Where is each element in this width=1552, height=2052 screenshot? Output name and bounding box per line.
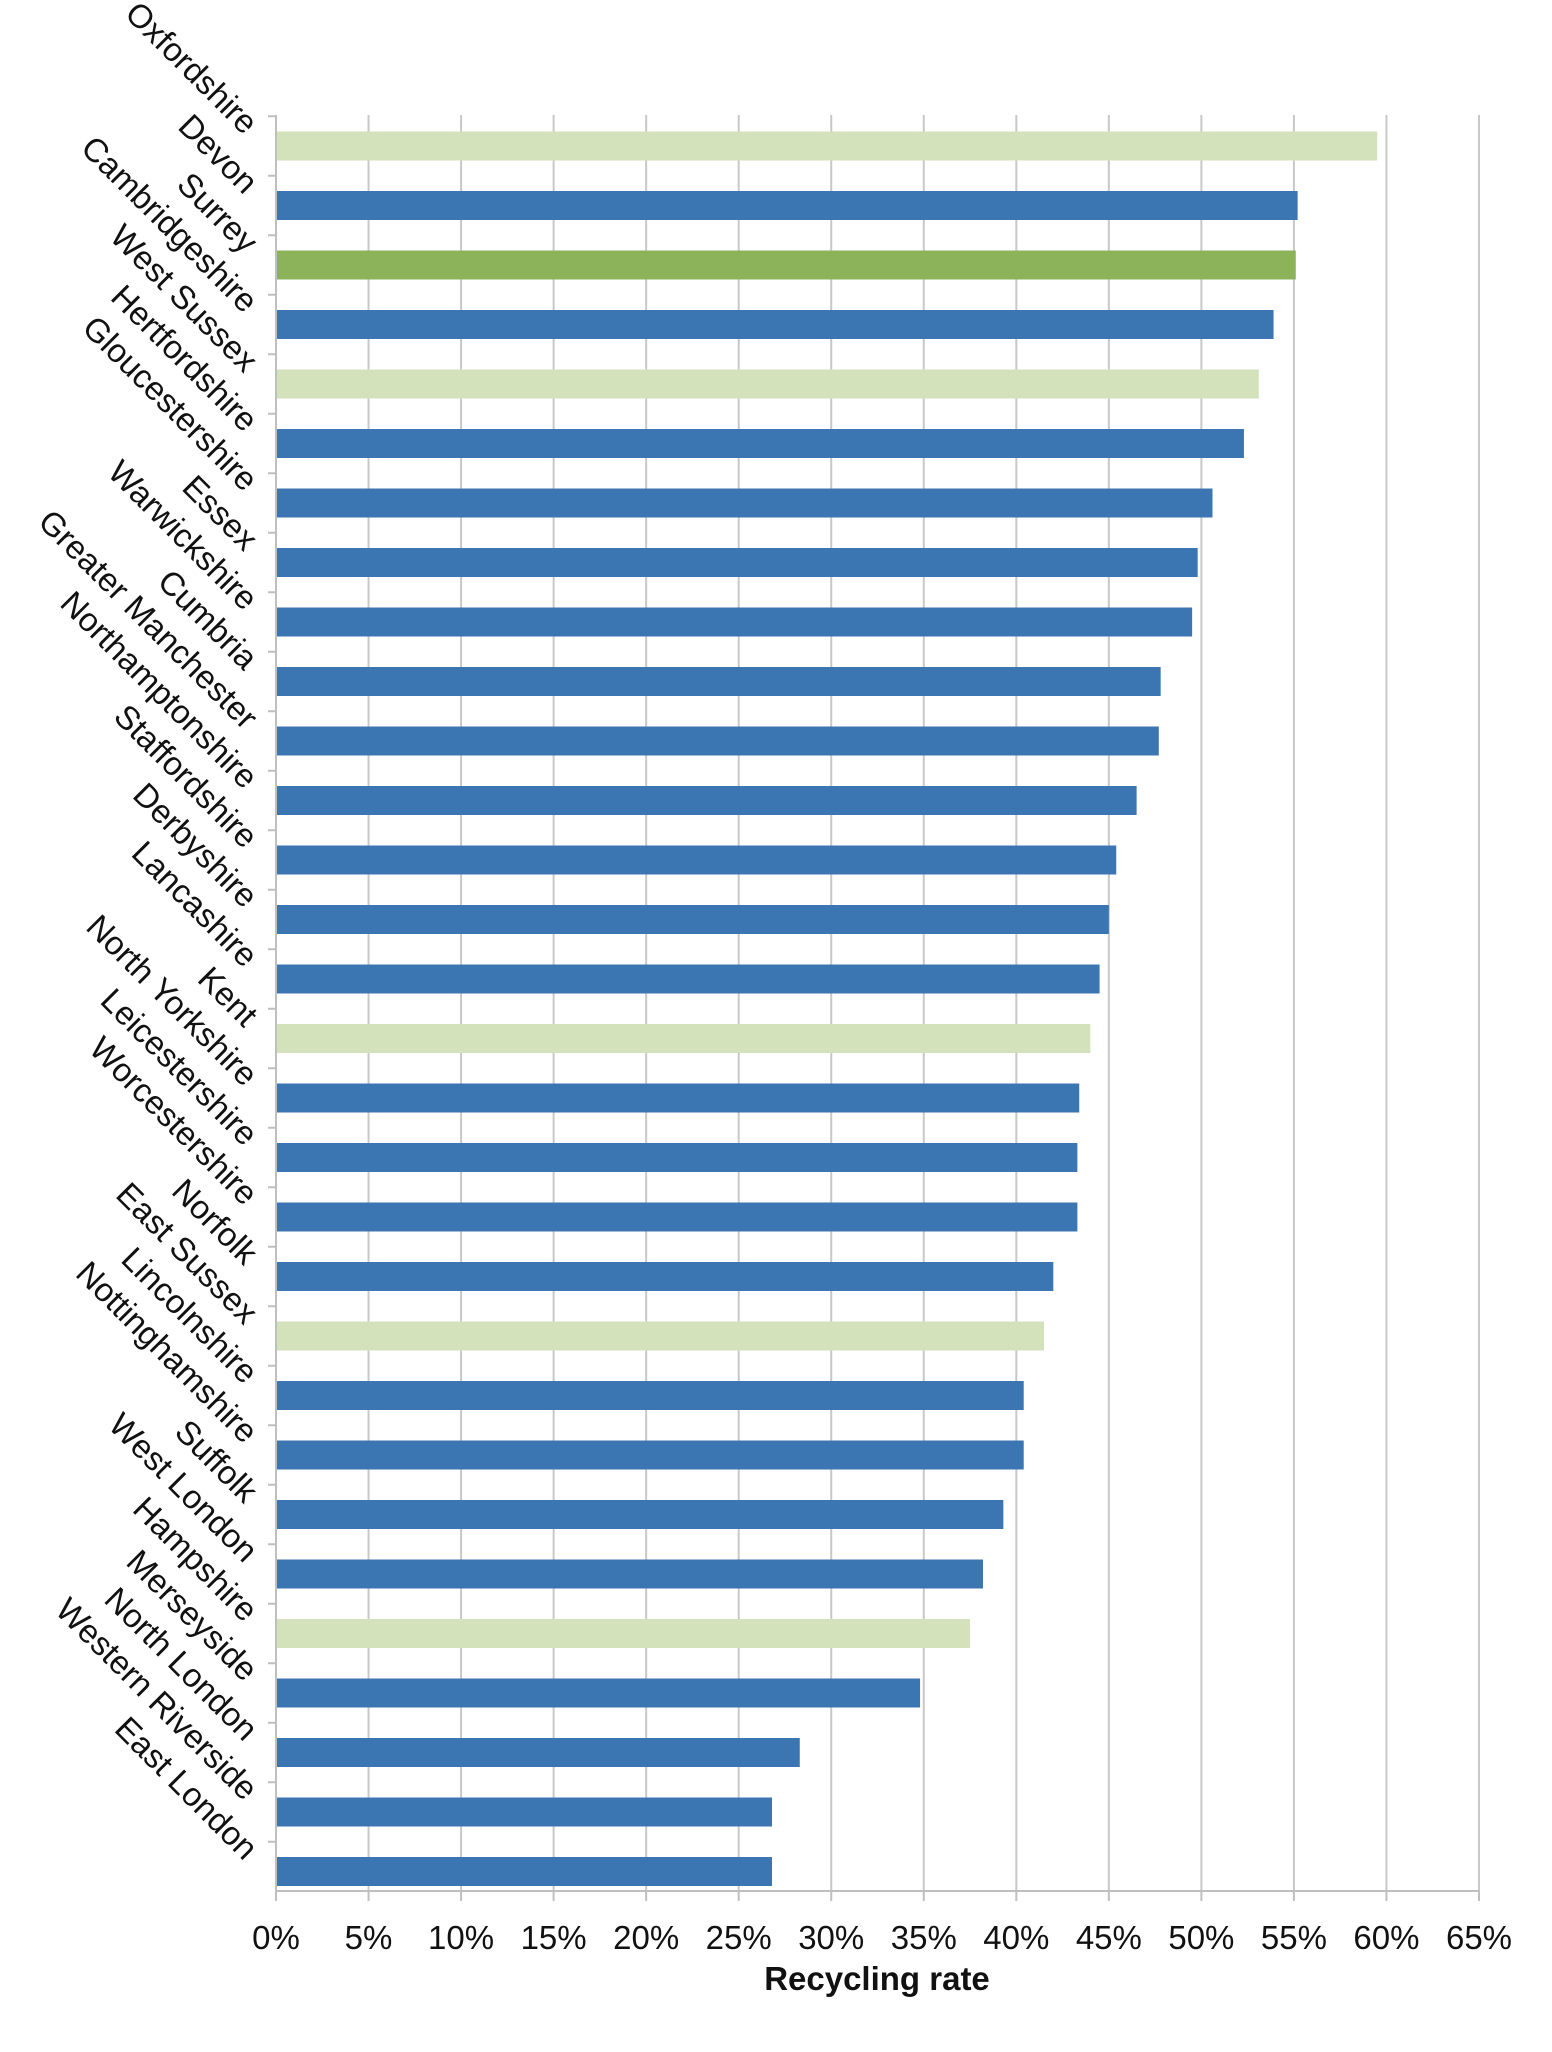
x-tick-label: 5% [345,1919,393,1956]
bar [276,1738,800,1767]
x-axis-title: Recycling rate [764,1960,990,1997]
x-tick-label: 55% [1261,1919,1327,1956]
bars [276,131,1378,1886]
bar [276,1143,1078,1172]
bar [276,1797,773,1827]
bar [276,191,1298,220]
bar [276,607,1193,637]
bar [276,1857,773,1886]
x-tick-label: 35% [891,1919,957,1956]
bar [276,310,1274,339]
x-tick-label: 0% [252,1919,300,1956]
bar [276,786,1137,815]
bar [276,369,1259,399]
x-tick-label: 60% [1353,1919,1419,1956]
gridlines [367,115,1480,1891]
x-tick-label: 45% [1076,1919,1142,1956]
bar [276,1440,1024,1470]
x-tick-label: 15% [521,1919,587,1956]
bar [276,429,1244,458]
bar [276,1619,971,1648]
bar [276,1381,1024,1410]
bar [276,964,1100,994]
bar [276,726,1159,756]
bar [276,488,1213,518]
x-tick-labels: 0% 5% 10% 15% 20% 25% 30% 35% 40% 45% 50% 55% 60% 65% [252,1919,1512,1956]
bar [276,1262,1054,1291]
bar [276,1500,1004,1529]
bar [276,548,1198,577]
bar [276,1202,1078,1232]
bar [276,905,1109,934]
x-tick-label: 30% [798,1919,864,1956]
x-tick-label: 50% [1168,1919,1234,1956]
x-tick-label: 40% [983,1919,1049,1956]
category-labels: OxfordshireDevonSurreyCambridgeshireWest… [32,0,266,1866]
x-tick-label: 25% [706,1919,772,1956]
x-tick-label: 65% [1446,1919,1512,1956]
bar [276,1321,1045,1351]
axes [268,115,1480,1901]
bar [276,1024,1091,1053]
bar [276,667,1161,696]
x-tick-label: 20% [613,1919,679,1956]
bar [276,1678,921,1708]
bar [276,250,1296,280]
bar [276,1559,983,1589]
bar [276,845,1117,875]
x-tick-label: 10% [428,1919,494,1956]
bar [276,1083,1080,1113]
bar [276,131,1378,161]
